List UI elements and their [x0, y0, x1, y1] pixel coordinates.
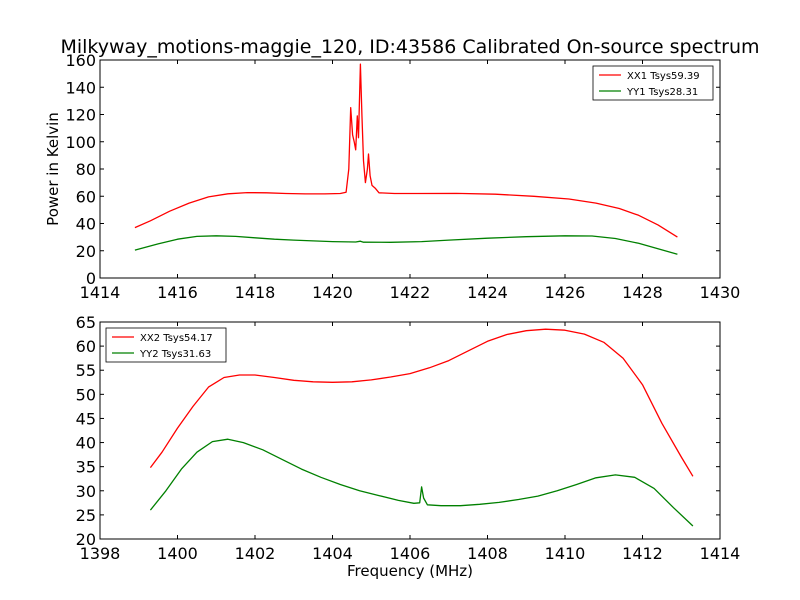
bottom-x-tick-label: 1408	[467, 544, 508, 563]
top-x-tick-label: 1430	[700, 283, 741, 302]
bottom-series-line-1	[149, 328, 694, 477]
top-legend-box	[592, 65, 714, 101]
top-y-tick-label: 0	[86, 269, 96, 288]
top-panel: 1414 1416 1418 1420 1422 1424 1426 1428 1430 0 20 4…	[44, 51, 740, 302]
bottom-y-tick-label: 30	[76, 482, 96, 501]
bottom-x-tick-label: 1414	[700, 544, 741, 563]
top-y-tick-label: 80	[76, 160, 96, 179]
bottom-legend-label-2: YY2 Tsys31.63	[139, 349, 211, 360]
top-x-tick-label: 1418	[235, 283, 276, 302]
top-y-tick-label: 160	[65, 51, 96, 70]
bottom-y-tick-label: 35	[76, 458, 96, 477]
bottom-y-tick-label: 45	[76, 409, 96, 428]
bottom-y-tick-label: 55	[76, 361, 96, 380]
top-y-tick-label: 100	[65, 133, 96, 152]
bottom-x-tick-label: 1406	[390, 544, 431, 563]
top-y-tick-label: 60	[76, 187, 96, 206]
top-y-tick-label: 20	[76, 242, 96, 261]
bottom-legend-box	[105, 327, 227, 363]
bottom-legend-label-1: XX2 Tsys54.17	[140, 333, 213, 344]
bottom-y-tick-label: 20	[76, 530, 96, 549]
bottom-x-tick-label: 1410	[545, 544, 586, 563]
bottom-x-tick-label: 1400	[157, 544, 198, 563]
bottom-y-tick-label: 65	[76, 313, 96, 332]
top-y-tick-label: 140	[65, 78, 96, 97]
top-y-tick-label: 120	[65, 106, 96, 125]
top-y-tick-label: 40	[76, 215, 96, 234]
top-legend-label-1: XX1 Tsys59.39	[627, 71, 700, 82]
top-x-tick-label: 1428	[622, 283, 663, 302]
top-x-tick-label: 1416	[157, 283, 198, 302]
bottom-y-tick-label: 50	[76, 385, 96, 404]
top-x-tick-label: 1420	[312, 283, 353, 302]
bottom-y-tick-label: 40	[76, 434, 96, 453]
bottom-x-tick-label: 1402	[235, 544, 276, 563]
bottom-y-tick-label: 60	[76, 337, 96, 356]
bottom-x-tick-label: 1398	[80, 544, 121, 563]
bottom-x-tick-label: 1412	[622, 544, 663, 563]
bottom-x-tick-label: 1404	[312, 544, 353, 563]
top-series-line-2	[134, 235, 678, 255]
top-x-tick-label: 1426	[545, 283, 586, 302]
top-legend-label-2: YY1 Tsys28.31	[626, 87, 698, 98]
top-x-tick-label: 1414	[80, 283, 121, 302]
bottom-y-tick-label: 25	[76, 506, 96, 525]
figure-title: Milkyway_motions-maggie_120, ID:43586 Ca…	[60, 36, 759, 58]
top-y-axis-label: Power in Kelvin	[44, 112, 62, 226]
x-axis-label: Frequency (MHz)	[347, 562, 473, 580]
top-series-line-1	[134, 63, 678, 238]
top-x-tick-label: 1422	[390, 283, 431, 302]
bottom-panel: 1398 1400 1402 1404 1406 1408 1410 1412 1414 20 25…	[76, 313, 741, 563]
bottom-series-line-2	[149, 438, 694, 527]
top-x-tick-label: 1424	[467, 283, 508, 302]
